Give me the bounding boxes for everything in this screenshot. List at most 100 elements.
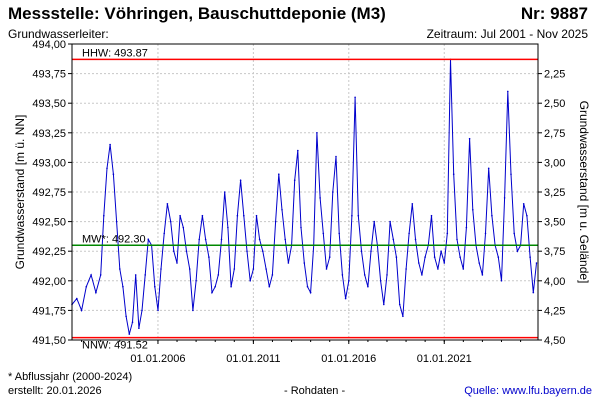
data-point — [214, 285, 216, 288]
data-point — [309, 291, 312, 294]
data-point — [300, 226, 302, 229]
data-point — [363, 274, 366, 276]
data-point — [220, 238, 223, 241]
station-title: Messstelle: Vöhringen, Bauschuttdeponie … — [8, 4, 386, 23]
data-point — [328, 256, 331, 258]
y-right-tick-label: 3,25 — [544, 187, 565, 199]
data-point — [109, 143, 111, 146]
data-point — [392, 238, 395, 241]
data-point — [414, 238, 417, 241]
data-point — [332, 191, 334, 193]
data-point — [503, 197, 506, 199]
data-point — [465, 226, 468, 229]
data-point — [395, 256, 398, 258]
data-point — [367, 285, 369, 288]
data-point — [252, 268, 255, 270]
y-tick-label: 494,00 — [32, 39, 66, 51]
ticks: 491,50 491,75 492,00 492,25 492,50 492,75 493,… — [32, 39, 565, 365]
data-point — [85, 285, 88, 288]
data-point — [166, 203, 169, 205]
data-point — [138, 327, 140, 330]
data-point — [516, 250, 519, 252]
data-point — [354, 96, 356, 99]
data-point — [154, 285, 156, 288]
data-point — [335, 155, 337, 158]
data-point — [195, 280, 197, 282]
data-point — [306, 285, 309, 288]
data-point — [208, 256, 210, 258]
data-point — [535, 262, 538, 264]
x-tick-label: 01.01.2011 — [226, 353, 280, 365]
data-point — [169, 220, 172, 223]
data-point — [421, 274, 423, 276]
data-point — [348, 280, 350, 282]
series-layer — [71, 58, 538, 335]
data-point — [497, 256, 500, 258]
data-point — [160, 268, 162, 270]
data-point — [95, 291, 97, 294]
data-point — [131, 321, 134, 324]
data-point — [144, 274, 146, 276]
data-point — [456, 238, 458, 241]
source-note: Quelle: www.lfu.bayern.de — [464, 385, 592, 397]
data-point — [446, 232, 449, 235]
data-point — [119, 268, 121, 270]
data-point — [163, 232, 165, 235]
data-point — [325, 268, 328, 270]
data-point — [491, 214, 493, 217]
data-point — [510, 173, 512, 175]
data-point — [185, 250, 188, 252]
data-point — [274, 220, 277, 223]
data-point — [99, 274, 102, 276]
data-point — [316, 132, 318, 134]
data-point — [188, 268, 191, 270]
mw-label: MW*: 492.30 — [82, 233, 146, 245]
source-prefix: Quelle: — [464, 385, 503, 397]
data-point — [249, 280, 251, 282]
data-point — [128, 333, 131, 335]
data-point — [405, 268, 407, 270]
x-tick-label: 01.01.2016 — [321, 353, 376, 365]
data-point — [408, 232, 410, 235]
y-tick-label: 491,75 — [32, 305, 66, 317]
data-point — [338, 232, 341, 235]
data-point — [230, 285, 232, 288]
data-point — [278, 173, 280, 175]
raw-data-note: - Rohdaten - — [284, 385, 346, 397]
data-point — [122, 285, 124, 288]
data-point — [481, 274, 484, 276]
data-point — [522, 203, 525, 205]
data-point — [357, 214, 360, 217]
data-point — [319, 197, 321, 199]
data-point — [402, 315, 404, 318]
data-point — [284, 238, 287, 241]
data-point — [173, 250, 175, 252]
data-point — [452, 173, 455, 175]
data-point — [182, 226, 185, 229]
data-point — [398, 303, 401, 306]
data-point — [233, 268, 236, 270]
source-link[interactable]: www.lfu.bayern.de — [502, 385, 592, 397]
groundwater-series-line — [71, 59, 537, 335]
data-point — [262, 250, 264, 252]
y-tick-label: 493,75 — [32, 69, 66, 81]
y-right-tick-label: 2,50 — [544, 98, 565, 110]
data-point — [217, 274, 220, 276]
data-point — [360, 250, 363, 252]
y-right-tick-label: 4,50 — [544, 335, 565, 347]
data-point — [211, 291, 213, 294]
data-point — [532, 291, 535, 294]
data-point — [437, 268, 439, 270]
data-point — [529, 256, 531, 258]
data-point — [478, 262, 481, 264]
data-point — [322, 232, 325, 235]
data-point — [90, 274, 92, 276]
data-point — [418, 262, 420, 264]
data-point — [268, 285, 271, 288]
y-tick-label: 493,50 — [32, 98, 66, 110]
data-point — [472, 209, 474, 211]
data-point — [246, 250, 248, 252]
data-point — [462, 268, 465, 270]
data-point — [459, 256, 461, 258]
data-point — [526, 214, 528, 217]
